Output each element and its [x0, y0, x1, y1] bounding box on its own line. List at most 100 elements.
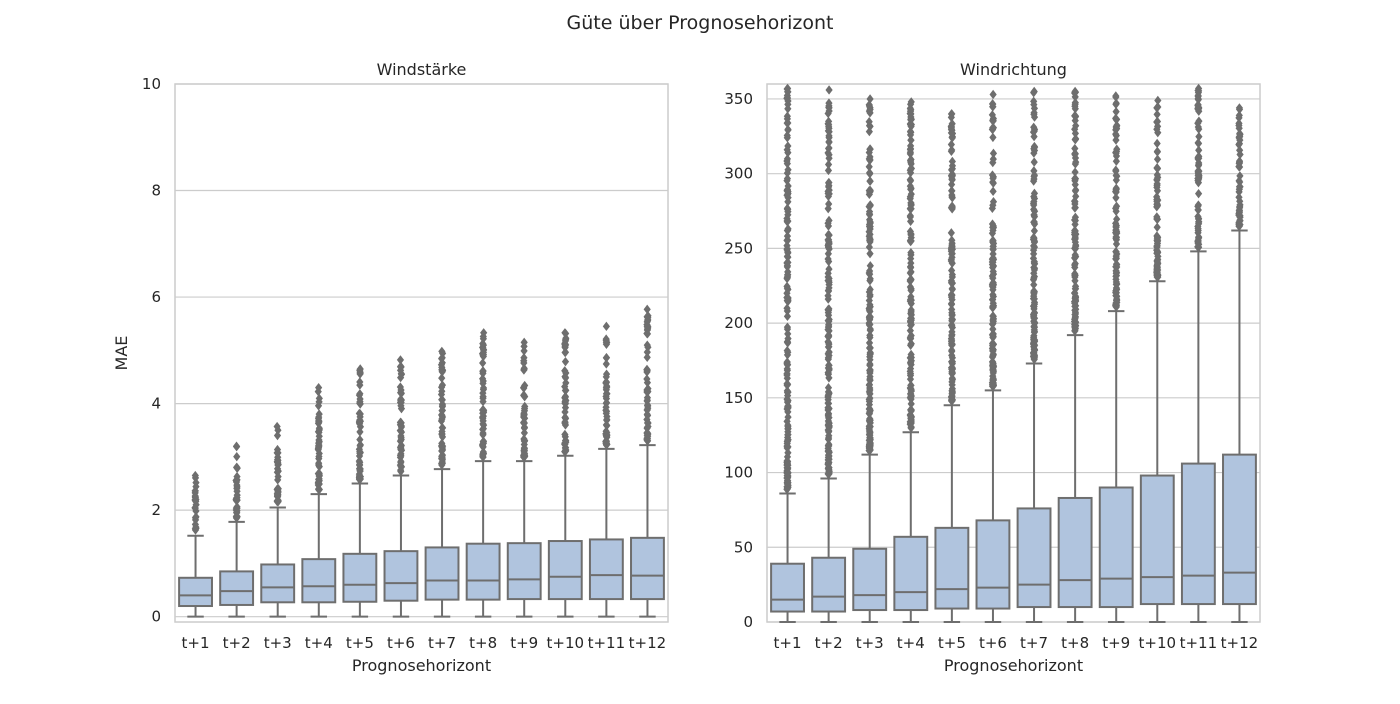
flier-point — [1194, 138, 1203, 149]
y-tick-label: 2 — [151, 501, 161, 519]
flier-point — [784, 188, 792, 199]
flier-point — [561, 420, 570, 430]
flier-point — [274, 455, 282, 466]
flier-point — [1153, 109, 1161, 120]
box-t+11 — [588, 321, 624, 618]
flier-point — [907, 163, 915, 173]
flier-point — [824, 165, 833, 176]
flier-point — [1112, 220, 1120, 231]
flier-point — [233, 463, 241, 473]
flier-point — [948, 308, 956, 318]
flier-point — [520, 353, 528, 363]
x-tick-label: t+6 — [387, 634, 415, 652]
flier-point — [783, 311, 792, 322]
flier-point — [866, 330, 874, 341]
flier-point — [274, 475, 282, 485]
flier-point — [783, 452, 792, 462]
box-body — [770, 562, 805, 613]
flier-point — [233, 451, 241, 462]
flier-point — [783, 204, 791, 214]
flier-point — [561, 402, 570, 413]
flier-point — [906, 325, 914, 336]
flier-point — [561, 412, 569, 423]
fliers — [396, 355, 406, 477]
flier-point — [438, 367, 446, 377]
flier-point — [1030, 326, 1039, 337]
flier-point — [989, 339, 998, 350]
flier-point — [314, 386, 322, 397]
flier-point — [1194, 122, 1202, 132]
flier-point — [191, 486, 199, 496]
y-tick-label: 350 — [724, 90, 753, 108]
y-tick-label: 50 — [734, 538, 753, 556]
flier-point — [906, 410, 914, 420]
flier-point — [783, 114, 791, 124]
x-tick-label: t+2 — [223, 634, 251, 652]
flier-point — [397, 444, 405, 454]
flier-point — [479, 376, 487, 386]
flier-point — [1071, 226, 1079, 236]
flier-point — [1030, 322, 1038, 332]
flier-point — [1153, 116, 1162, 127]
flier-point — [866, 249, 874, 259]
flier-point — [1235, 138, 1244, 149]
flier-point — [1154, 95, 1162, 106]
fliers — [1235, 103, 1244, 231]
flier-point — [1235, 176, 1243, 186]
fliers — [947, 109, 957, 406]
x-tick-label: t+1 — [774, 634, 802, 652]
flier-point — [643, 374, 651, 384]
flier-point — [315, 435, 323, 445]
flier-point — [784, 412, 792, 422]
flier-point — [948, 335, 956, 345]
flier-point — [783, 473, 791, 483]
flier-point — [1154, 232, 1162, 243]
flier-point — [602, 393, 611, 404]
flier-point — [1030, 249, 1038, 259]
flier-point — [948, 265, 956, 276]
flier-point — [825, 177, 833, 188]
box-body — [1180, 462, 1216, 606]
flier-point — [1030, 345, 1039, 355]
flier-point — [1153, 212, 1161, 222]
flier-point — [643, 409, 651, 420]
flier-point — [907, 229, 915, 239]
flier-point — [948, 169, 956, 179]
flier-point — [1112, 193, 1120, 203]
flier-point — [906, 147, 915, 157]
flier-point — [1154, 258, 1162, 268]
flier-point — [988, 259, 997, 270]
flier-point — [191, 473, 200, 483]
flier-point — [232, 496, 241, 506]
flier-point — [989, 113, 997, 124]
flier-point — [520, 436, 529, 446]
flier-point — [866, 274, 874, 284]
flier-point — [397, 434, 405, 445]
flier-point — [1071, 270, 1079, 280]
flier-point — [865, 185, 873, 196]
flier-point — [1071, 97, 1079, 108]
y-tick-label: 150 — [724, 389, 753, 407]
flier-point — [783, 217, 791, 227]
x-tick-label: t+6 — [979, 634, 1007, 652]
flier-point — [866, 222, 874, 232]
flier-point — [1112, 284, 1121, 295]
flier-point — [784, 468, 792, 478]
box-body — [260, 563, 296, 604]
box-t+2 — [219, 441, 255, 618]
flier-point — [315, 484, 323, 495]
flier-point — [948, 240, 956, 250]
flier-point — [1194, 161, 1203, 171]
flier-point — [866, 290, 874, 300]
flier-point — [989, 350, 997, 360]
box-t+10 — [547, 328, 583, 618]
flier-point — [948, 284, 956, 295]
flier-point — [907, 216, 915, 227]
flier-point — [602, 372, 610, 382]
flier-point — [865, 162, 873, 172]
flier-point — [866, 229, 874, 239]
flier-point — [396, 365, 405, 375]
flier-point — [989, 244, 997, 254]
fliers — [232, 441, 241, 523]
